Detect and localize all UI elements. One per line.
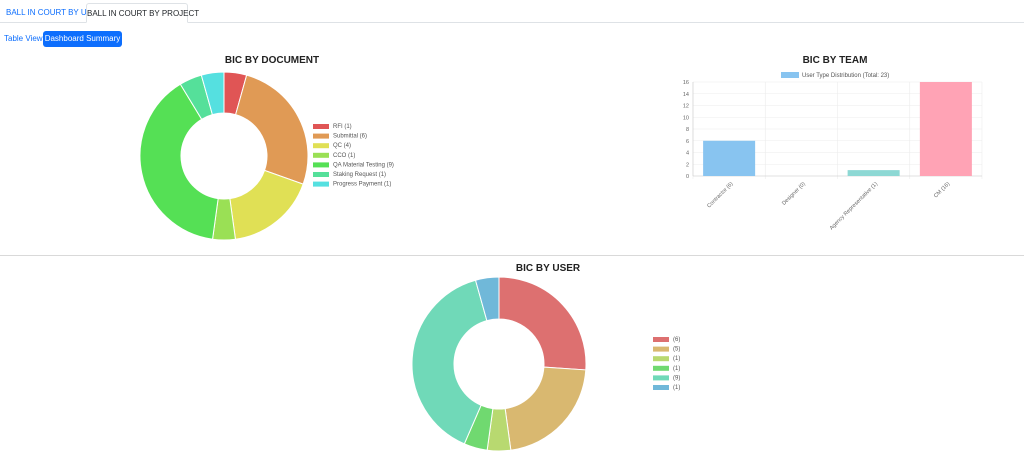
document-legend-label-5[interactable]: Staking Request (1) bbox=[333, 172, 386, 178]
document-legend-label-1[interactable]: Submittal (6) bbox=[333, 134, 367, 140]
team-bar-2[interactable] bbox=[847, 170, 900, 176]
user-legend-swatch-4 bbox=[653, 375, 669, 381]
document-legend-label-4[interactable]: QA Material Testing (9) bbox=[333, 162, 394, 168]
bic-by-team-title: BIC BY TEAM bbox=[802, 55, 868, 66]
user-legend-label-0[interactable]: (6) bbox=[673, 337, 680, 343]
user-legend-swatch-5 bbox=[653, 385, 669, 390]
section-divider bbox=[0, 255, 1024, 256]
team-ytick-8: 16 bbox=[683, 80, 689, 86]
user-slice-0[interactable] bbox=[498, 276, 587, 371]
user-legend-label-1[interactable]: (5) bbox=[673, 347, 680, 353]
user-legend-label-2[interactable]: (1) bbox=[673, 356, 680, 362]
document-legend-swatch-2 bbox=[313, 143, 329, 149]
document-legend-swatch-3 bbox=[313, 152, 329, 158]
team-legend-label[interactable]: User Type Distribution (Total: 23) bbox=[802, 73, 889, 79]
tab-ball-in-court-by-user[interactable]: BALL IN COURT BY USER bbox=[6, 8, 104, 17]
document-slice-6[interactable] bbox=[200, 71, 225, 116]
team-ytick-2: 4 bbox=[686, 151, 689, 157]
team-ytick-0: 0 bbox=[686, 174, 689, 180]
team-bar-3[interactable] bbox=[919, 82, 972, 176]
document-legend-label-3[interactable]: CCO (1) bbox=[333, 153, 355, 159]
team-bar-0[interactable] bbox=[703, 140, 756, 176]
document-legend-swatch-5 bbox=[313, 172, 329, 177]
dashboard-summary-button[interactable]: Dashboard Summary bbox=[43, 31, 122, 47]
document-legend-label-6[interactable]: Progress Payment (1) bbox=[333, 182, 391, 188]
document-slice-1[interactable] bbox=[234, 74, 309, 185]
table-view-link[interactable]: Table View bbox=[4, 34, 43, 43]
user-slice-4[interactable] bbox=[411, 279, 488, 445]
document-legend-label-0[interactable]: RFI (1) bbox=[333, 124, 352, 130]
document-legend-label-2[interactable]: QC (4) bbox=[333, 143, 351, 149]
user-legend-swatch-3 bbox=[653, 365, 669, 371]
user-legend-swatch-2 bbox=[653, 356, 669, 362]
bic-by-document-title: BIC BY DOCUMENT bbox=[224, 55, 320, 66]
user-legend-label-4[interactable]: (9) bbox=[673, 375, 680, 381]
bic-by-user-title: BIC BY USER bbox=[515, 263, 581, 274]
team-ytick-7: 14 bbox=[683, 92, 689, 98]
team-ytick-5: 10 bbox=[683, 115, 689, 121]
tab-ball-in-court-by-project[interactable]: BALL IN COURT BY PROJECT bbox=[86, 3, 199, 23]
team-legend-swatch bbox=[781, 72, 799, 78]
document-slice-4[interactable] bbox=[139, 83, 219, 240]
document-legend-swatch-4 bbox=[313, 162, 329, 168]
user-legend-label-3[interactable]: (1) bbox=[673, 366, 680, 372]
user-legend-swatch-0 bbox=[653, 337, 669, 342]
document-legend-swatch-0 bbox=[313, 124, 329, 129]
team-ytick-1: 2 bbox=[686, 162, 689, 168]
document-legend-swatch-1 bbox=[313, 133, 329, 139]
tab-bar: BALL IN COURT BY USER BALL IN COURT BY P… bbox=[0, 0, 1024, 23]
document-legend-swatch-6 bbox=[313, 181, 329, 187]
user-slice-5[interactable] bbox=[474, 276, 500, 322]
user-legend-label-5[interactable]: (1) bbox=[673, 385, 680, 391]
team-ytick-6: 12 bbox=[683, 104, 689, 110]
team-ytick-4: 8 bbox=[686, 127, 689, 133]
team-ytick-3: 6 bbox=[686, 139, 689, 145]
user-legend-swatch-1 bbox=[653, 346, 669, 352]
user-slice-1[interactable] bbox=[504, 366, 587, 451]
